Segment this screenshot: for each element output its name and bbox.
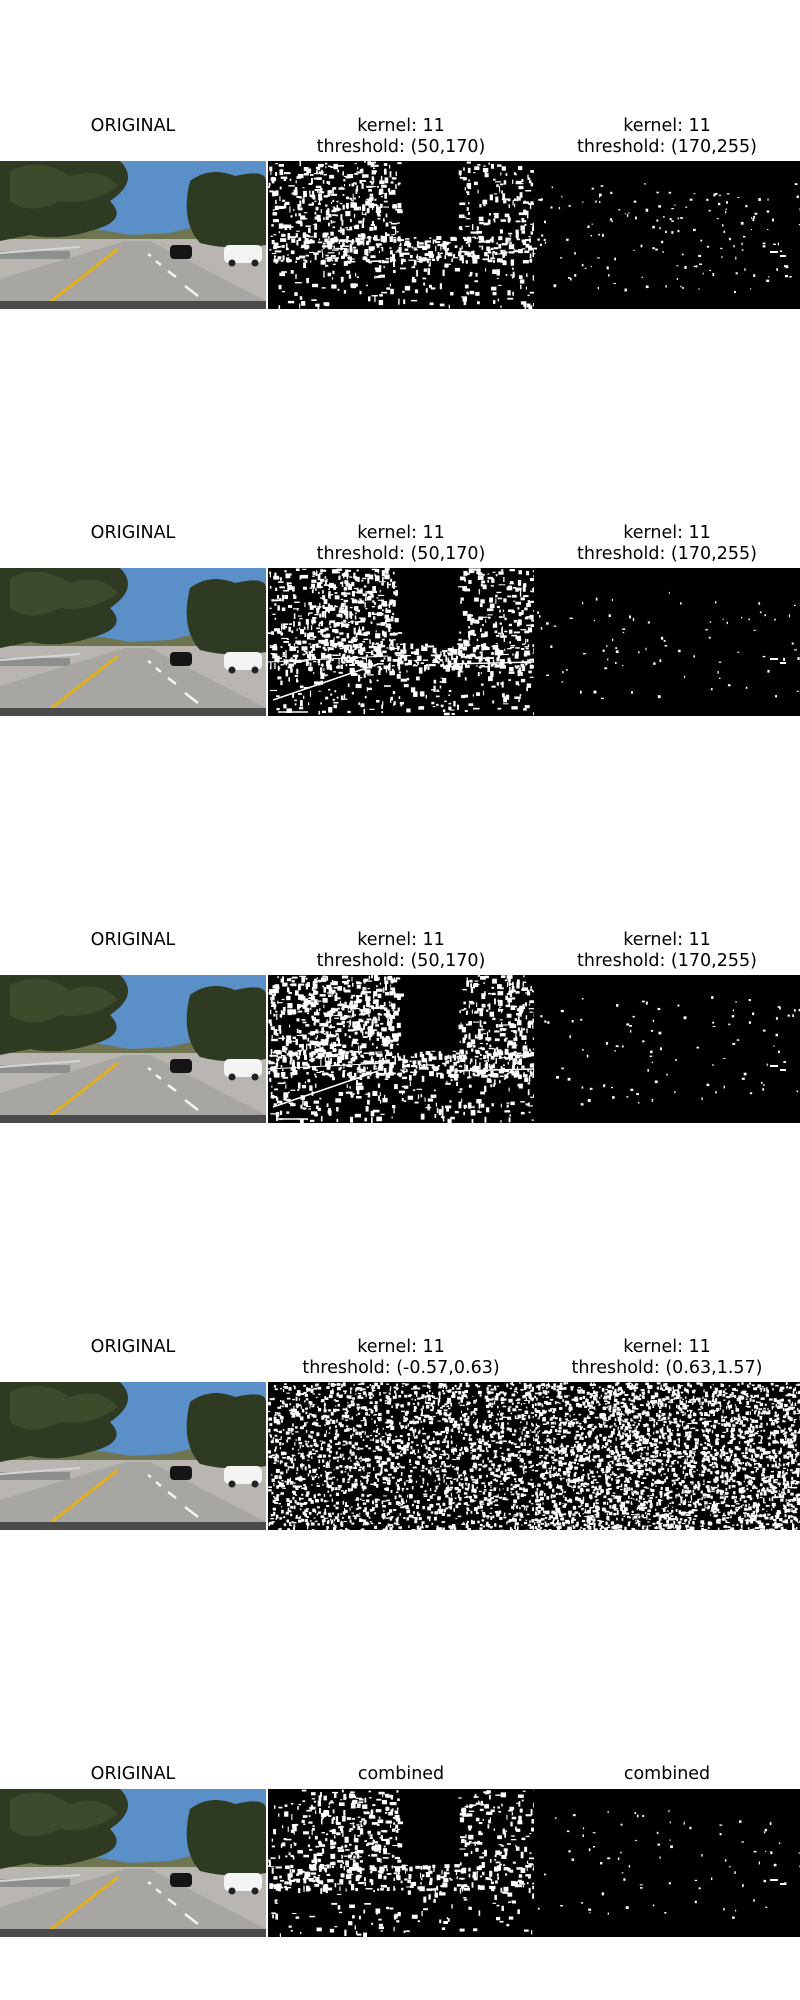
row3-panel3-title: kernel: 11 threshold: (170,255) — [577, 930, 757, 971]
row5-panel2-title: combined — [357, 1764, 445, 1784]
row5-original-title: ORIGINAL — [90, 1764, 176, 1784]
row-1 — [0, 161, 800, 309]
binary-threshold-image — [534, 975, 800, 1123]
row1-panel3-title: kernel: 11 threshold: (170,255) — [577, 116, 757, 157]
binary-threshold-image — [534, 568, 800, 716]
row1-panel2-title: kernel: 11 threshold: (50,170) — [316, 116, 486, 157]
original-road-image — [0, 1789, 266, 1937]
row3-panel2-title: kernel: 11 threshold: (50,170) — [316, 930, 486, 971]
binary-threshold-image — [268, 161, 534, 309]
original-road-image — [0, 1382, 266, 1530]
binary-threshold-image — [268, 975, 534, 1123]
row5-panel3-title: combined — [623, 1764, 711, 1784]
binary-threshold-image — [268, 1382, 534, 1530]
row2-panel3-title: kernel: 11 threshold: (170,255) — [577, 523, 757, 564]
row-4 — [0, 1382, 800, 1530]
binary-threshold-image — [534, 1789, 800, 1937]
row2-original-title: ORIGINAL — [90, 523, 176, 543]
row-3 — [0, 975, 800, 1123]
row-5 — [0, 1789, 800, 1937]
binary-threshold-image — [534, 161, 800, 309]
original-road-image — [0, 161, 266, 309]
original-road-image — [0, 568, 266, 716]
row2-panel2-title: kernel: 11 threshold: (50,170) — [316, 523, 486, 564]
binary-threshold-image — [268, 568, 534, 716]
binary-threshold-image — [534, 1382, 800, 1530]
binary-threshold-image — [268, 1789, 534, 1937]
row3-original-title: ORIGINAL — [90, 930, 176, 950]
row4-panel2-title: kernel: 11 threshold: (-0.57,0.63) — [302, 1337, 500, 1378]
row4-original-title: ORIGINAL — [90, 1337, 176, 1357]
row4-panel3-title: kernel: 11 threshold: (0.63,1.57) — [571, 1337, 763, 1378]
row1-original-title: ORIGINAL — [90, 116, 176, 136]
original-road-image — [0, 975, 266, 1123]
row-2 — [0, 568, 800, 716]
